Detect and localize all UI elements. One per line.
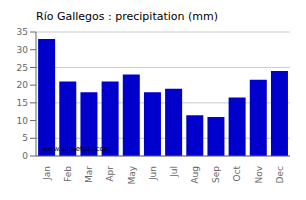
svg-text:Jan: Jan (42, 166, 52, 181)
svg-text:10: 10 (17, 116, 29, 126)
svg-text:5: 5 (22, 133, 28, 143)
html-text:Río Gallegos : precipitation (: Río Gallegos : precipitation (mm) (36, 10, 218, 23)
svg-text:Jun: Jun (148, 166, 158, 181)
svg-text:25: 25 (17, 63, 28, 73)
svg-text:15: 15 (17, 98, 28, 108)
svg-text:Sep: Sep (211, 166, 221, 183)
svg-text:Dec: Dec (275, 166, 285, 183)
svg-text:Jul: Jul (169, 166, 179, 178)
svg-text:May: May (127, 165, 137, 184)
svg-text:30: 30 (17, 45, 29, 55)
svg-text:Nov: Nov (254, 165, 264, 183)
svg-text:20: 20 (17, 80, 29, 90)
svg-text:0: 0 (22, 151, 28, 161)
svg-text:35: 35 (17, 27, 28, 37)
svg-text:Oct: Oct (232, 166, 242, 182)
svg-text:Feb: Feb (63, 166, 73, 182)
svg-text:Mar: Mar (84, 166, 94, 183)
svg-text:Apr: Apr (105, 166, 115, 182)
html-text:www.allmetsat.com: www.allmetsat.com (42, 145, 111, 153)
svg-text:Aug: Aug (190, 166, 200, 184)
